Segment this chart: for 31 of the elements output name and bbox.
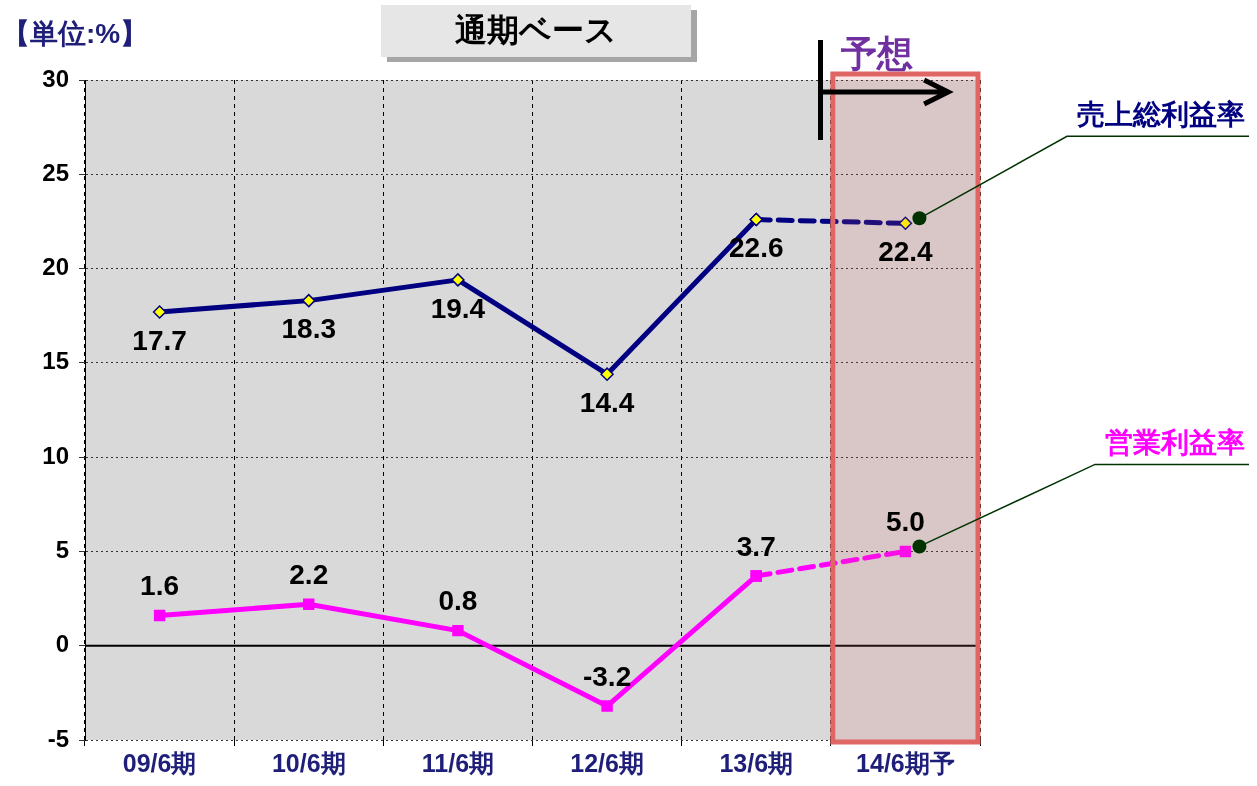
text: 売上総利益率 bbox=[1077, 99, 1245, 131]
y-tick-label: 25 bbox=[42, 158, 69, 186]
y-tick-label: 20 bbox=[42, 253, 69, 281]
y-tick-label: 15 bbox=[42, 347, 69, 375]
y-tick-label: 10 bbox=[42, 441, 69, 469]
data-label: 14.4 bbox=[579, 386, 635, 418]
data-label: -3.2 bbox=[582, 660, 632, 692]
x-tick-label: 10/6期 bbox=[271, 748, 346, 777]
data-label: 5.0 bbox=[885, 506, 925, 538]
y-axis-title: 【単位:%】 bbox=[2, 17, 149, 49]
data-label: 2.2 bbox=[289, 558, 329, 590]
x-tick-label: 12/6期 bbox=[570, 748, 644, 777]
x-tick-label: 13/6期 bbox=[719, 748, 794, 777]
band-label: 予想 bbox=[840, 33, 913, 74]
x-tick-label: 09/6期 bbox=[122, 748, 197, 777]
chart-title: 通期ベース bbox=[455, 11, 617, 48]
y-tick-label: 30 bbox=[42, 64, 69, 92]
y-tick-label: -5 bbox=[47, 724, 69, 752]
data-label: 19.4 bbox=[430, 292, 486, 324]
data-label: 3.7 bbox=[736, 530, 776, 562]
data-label: 1.6 bbox=[140, 570, 180, 602]
data-label: 17.7 bbox=[132, 324, 187, 356]
x-tick-label: 11/6期 bbox=[421, 748, 495, 777]
y-tick-label: 0 bbox=[55, 630, 69, 658]
data-label: 22.4 bbox=[878, 236, 934, 268]
data-label: 0.8 bbox=[438, 585, 478, 617]
x-tick-label: 14/6期予 bbox=[856, 748, 955, 777]
data-label: 22.6 bbox=[729, 232, 784, 264]
text: 営業利益率 bbox=[1105, 427, 1245, 459]
data-label: 18.3 bbox=[281, 313, 336, 345]
y-tick-label: 5 bbox=[55, 536, 69, 564]
